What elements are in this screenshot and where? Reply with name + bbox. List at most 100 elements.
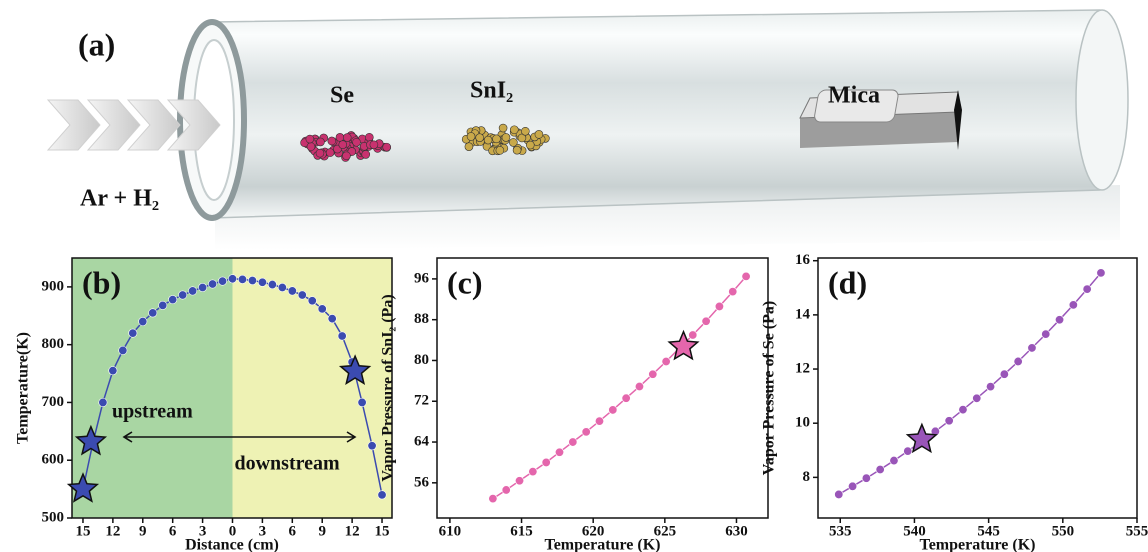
particle — [342, 133, 352, 142]
data-point — [287, 286, 297, 296]
data-point — [1055, 315, 1065, 325]
data-point — [501, 485, 511, 495]
data-point — [488, 494, 498, 504]
data-point — [237, 274, 247, 284]
tube-illustration — [46, 9, 1129, 250]
x-tick-label: 550 — [1052, 523, 1075, 539]
star-marker — [905, 422, 938, 454]
particle — [464, 142, 474, 151]
x-tick-label: 630 — [725, 523, 748, 539]
data-point — [327, 314, 337, 324]
particle — [327, 136, 337, 146]
x-tick-label: 3 — [259, 523, 267, 539]
data-point — [357, 397, 367, 407]
x-tick-label: 9 — [318, 523, 326, 539]
x-tick-label: 9 — [139, 523, 147, 539]
particle — [316, 137, 325, 147]
x-tick-label: 625 — [654, 523, 677, 539]
data-point — [621, 393, 631, 403]
y-tick-label: 500 — [42, 509, 65, 525]
data-line — [838, 272, 1102, 496]
data-point — [198, 282, 208, 292]
data-point — [634, 381, 644, 391]
y-tick-label: 700 — [42, 394, 65, 410]
particle — [534, 130, 544, 139]
data-point — [267, 280, 277, 290]
y-tick-label: 600 — [42, 452, 65, 468]
data-point — [661, 356, 671, 366]
data-point — [1068, 300, 1078, 310]
data-point — [875, 465, 885, 475]
x-tick-label: 0 — [229, 523, 237, 539]
particle — [466, 132, 476, 141]
y-axis-label: Vapor Pressure of SnI₂ (Pa) — [380, 294, 397, 481]
y-axis-label: Temperature(K) — [15, 332, 32, 444]
x-axis-label: Distance (cm) — [185, 537, 279, 552]
data-point — [999, 369, 1009, 379]
particle — [492, 134, 501, 144]
data-point — [118, 345, 128, 355]
particle — [365, 132, 374, 142]
x-tick-label: 15 — [75, 523, 90, 539]
y-tick-label: 8 — [803, 469, 811, 485]
data-point — [581, 427, 591, 437]
panel-label: (b) — [82, 264, 121, 300]
data-point — [903, 446, 913, 456]
y-tick-label: 800 — [42, 336, 65, 352]
particle — [325, 148, 335, 157]
data-point — [1027, 343, 1037, 353]
particle — [306, 142, 316, 151]
x-tick-label: 535 — [829, 523, 852, 539]
y-tick-label: 88 — [414, 311, 429, 327]
panel-label: (a) — [78, 26, 115, 62]
data-point — [227, 274, 237, 284]
data-point — [1013, 356, 1023, 366]
particle — [483, 135, 493, 145]
data-point — [138, 317, 148, 327]
data-point — [307, 296, 317, 306]
data-point — [555, 447, 565, 457]
x-tick-label: 3 — [199, 523, 207, 539]
particle — [495, 146, 505, 155]
data-point — [986, 382, 996, 392]
y-tick-label: 10 — [795, 415, 810, 431]
data-point — [337, 331, 347, 341]
data-point — [714, 301, 724, 311]
data-point — [277, 282, 287, 292]
x-tick-label: 620 — [582, 523, 605, 539]
data-point — [944, 416, 954, 426]
particle — [342, 151, 351, 161]
particle — [315, 148, 325, 158]
data-point — [377, 490, 387, 500]
particle — [525, 140, 535, 150]
data-point — [257, 277, 267, 287]
data-point — [247, 276, 257, 286]
y-tick-label: 14 — [795, 306, 811, 322]
x-tick-label: 6 — [169, 523, 177, 539]
particle — [369, 140, 379, 150]
particle — [382, 142, 392, 152]
particle — [498, 123, 508, 133]
plot-frame — [436, 257, 769, 519]
y-tick-label: 64 — [414, 433, 430, 449]
particle — [338, 140, 348, 149]
particle — [521, 127, 530, 136]
particle — [335, 133, 345, 142]
y-tick-label: 56 — [414, 474, 430, 490]
data-point — [128, 328, 138, 338]
particle — [361, 150, 371, 159]
particle — [512, 145, 522, 155]
data-point — [861, 473, 871, 483]
particle — [305, 134, 315, 144]
data-line — [492, 275, 747, 500]
x-tick-label: 15 — [375, 523, 390, 539]
y-tick-label: 16 — [795, 252, 811, 268]
y-tick-label: 72 — [414, 393, 429, 409]
x-axis-label: Temperature (K) — [920, 537, 1036, 552]
data-point — [701, 316, 711, 326]
particle — [501, 133, 511, 142]
y-axis-label: Vapor Pressure of Se (Pa) — [761, 301, 778, 476]
data-point — [608, 405, 618, 415]
se-label: Se — [330, 83, 354, 109]
